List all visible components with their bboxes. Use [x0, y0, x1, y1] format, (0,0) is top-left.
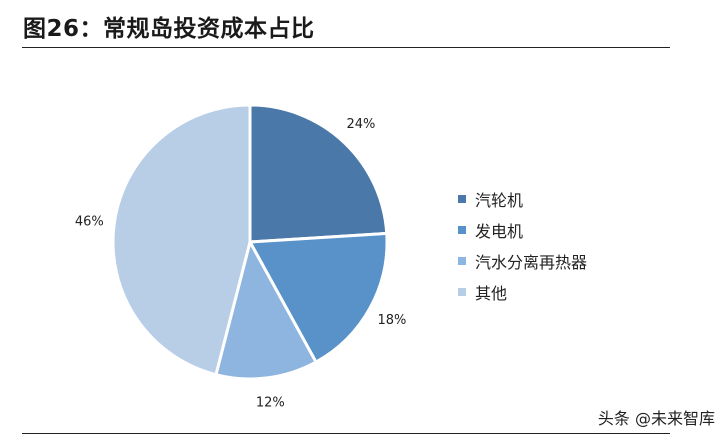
- source-watermark: 头条 @未来智库: [597, 409, 715, 428]
- bottom-divider: [22, 433, 670, 434]
- pie-value-label-1: 24%: [346, 117, 375, 132]
- legend-swatch: [458, 287, 466, 296]
- pie-value-label-3: 12%: [256, 396, 285, 411]
- legend-item-3: 汽水分离再热器: [458, 245, 587, 276]
- legend-label: 汽轮机: [475, 190, 524, 210]
- legend-label: 汽水分离再热器: [475, 252, 588, 272]
- legend-item-4: 其他: [458, 276, 587, 307]
- legend-item-2: 发电机: [458, 214, 587, 245]
- legend-label: 其他: [475, 283, 508, 303]
- legend-label: 发电机: [475, 221, 524, 241]
- legend-swatch: [458, 225, 466, 234]
- pie-value-label-4: 46%: [75, 215, 104, 230]
- legend-swatch: [458, 256, 466, 265]
- pie-value-labels: 24% 18% 12% 46%: [75, 117, 407, 411]
- pie-slices: [111, 103, 389, 381]
- pie-slice-2: [247, 231, 389, 365]
- pie-value-label-2: 18%: [378, 313, 407, 328]
- pie-slice-3: [214, 237, 319, 381]
- legend-item-1: 汽轮机: [458, 183, 587, 214]
- pie-slice-1: [248, 103, 389, 244]
- chart-title: 图26：常规岛投资成本占比: [23, 16, 315, 42]
- chart-legend: 汽轮机发电机汽水分离再热器 其他: [458, 183, 587, 307]
- top-divider: [22, 47, 670, 48]
- legend-swatch: [458, 194, 466, 203]
- pie-slice-4: [111, 103, 252, 377]
